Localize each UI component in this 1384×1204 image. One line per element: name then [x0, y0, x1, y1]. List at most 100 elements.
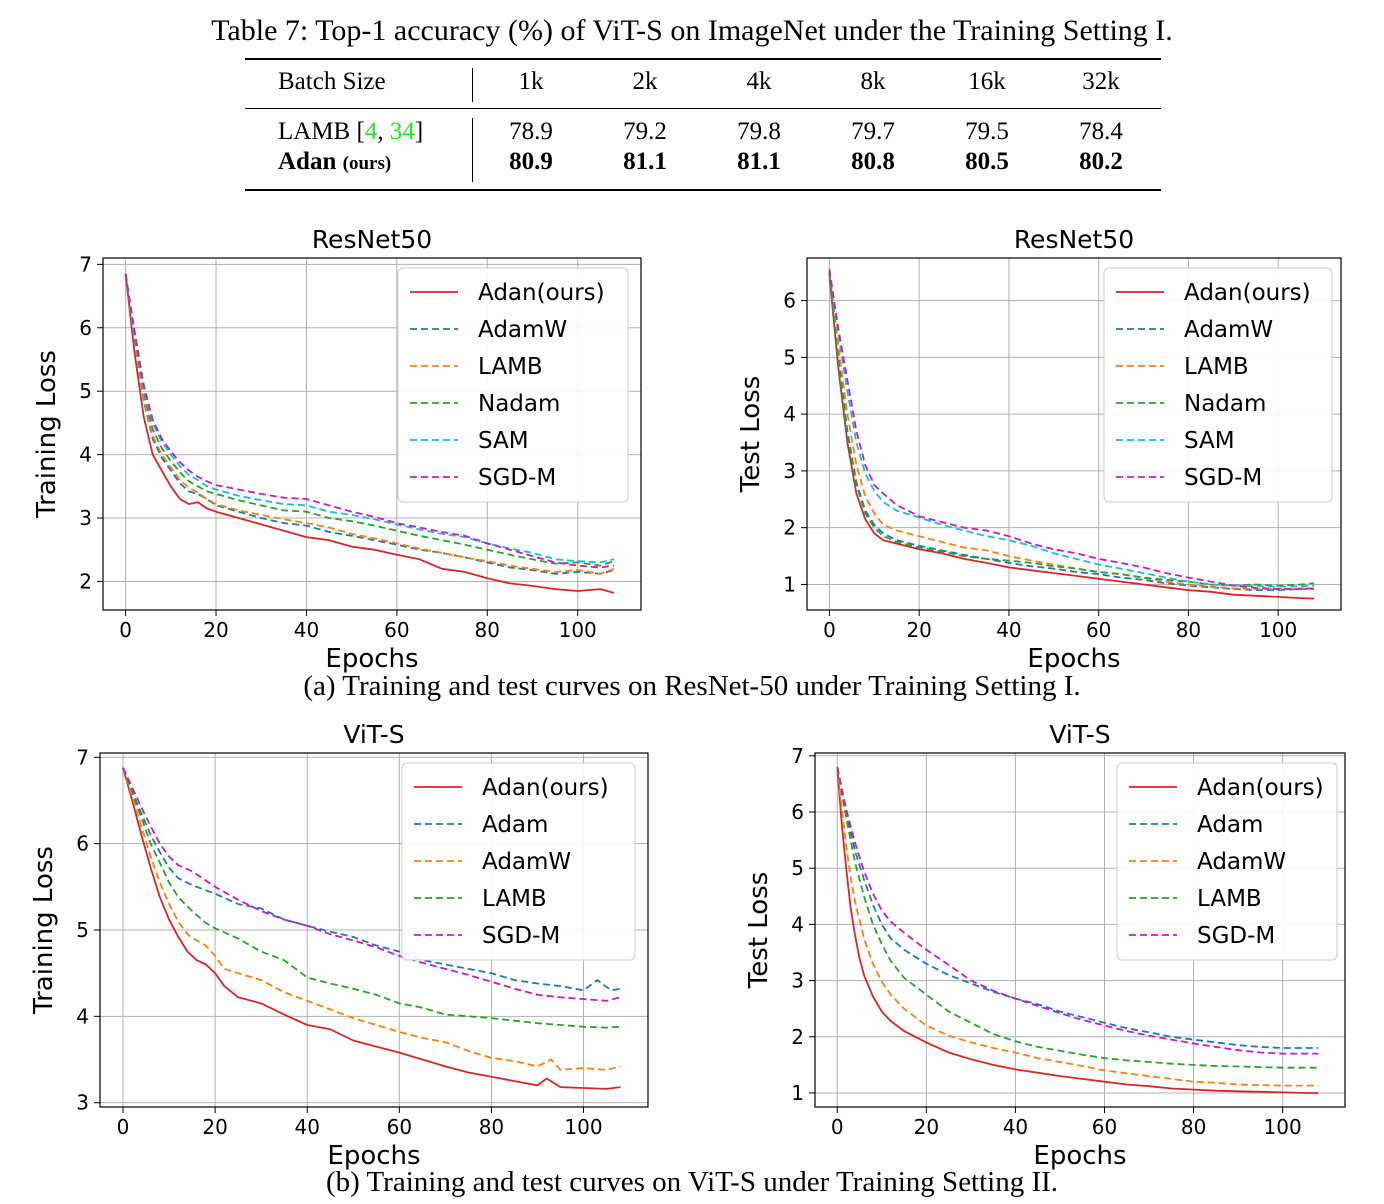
x-tick-label: 40: [294, 618, 319, 642]
table-divider-header: [472, 68, 473, 102]
plot-frame: [806, 257, 1342, 611]
series-line: [124, 273, 615, 575]
y-tick-label: 1: [783, 572, 796, 596]
chart-vit-train: 0 20 40 60 80 100 3 4 5 6 7 ViT-S Epochs Training Los…: [0, 710, 690, 1171]
y-tick-label: 5: [76, 918, 89, 942]
table-cell: 79.5: [965, 118, 1009, 145]
y-tick-label: 3: [79, 506, 92, 530]
chart-title: ViT-S: [1049, 720, 1110, 749]
legend-box: [1116, 762, 1338, 961]
legend-label: Adan(ours): [1197, 775, 1324, 801]
x-tick-label: 40: [295, 1115, 320, 1139]
citation-sep: ,: [377, 118, 390, 145]
table-row-label-adan: Adan (ours): [278, 148, 391, 176]
subfigure-caption-b: (b) Training and test curves on ViT-S un…: [325, 1166, 1059, 1198]
legend-label: Adam: [1197, 812, 1263, 838]
x-tick-label: 60: [384, 618, 409, 642]
y-tick-label: 4: [783, 402, 796, 426]
series-line: [122, 767, 621, 1071]
legend-label: Adan(ours): [1184, 280, 1311, 306]
series-line: [836, 766, 1319, 1087]
y-tick-label: 3: [791, 969, 804, 993]
table-cell: 80.9: [509, 148, 553, 175]
y-axis-label: Training Loss: [29, 846, 59, 1015]
legend-label: Adan(ours): [482, 775, 609, 801]
series-line: [124, 273, 615, 575]
chart-title: ResNet50: [1014, 225, 1134, 254]
y-axis-label: Test Loss: [744, 872, 774, 990]
x-tick-label: 100: [1264, 1115, 1302, 1139]
chart-resnet-test: 0 20 40 60 80 100 1 2 3 4 5 6 ResNet50 Epochs Test Los…: [692, 215, 1382, 674]
series-line: [836, 766, 1319, 1049]
legend-box: [401, 762, 636, 961]
y-tick-label: 4: [76, 1004, 89, 1028]
legend-label: Adam: [482, 812, 548, 838]
series-line: [836, 766, 1319, 1069]
table-cell: 79.8: [737, 118, 781, 145]
chart-svg: 0 20 40 60 80 100 1 2 3 4 5 6 ResNet50 Epochs Test Los…: [736, 225, 1342, 674]
legend-label: LAMB: [478, 354, 543, 380]
table-cell: 79.2: [623, 118, 667, 145]
table-cell: 80.8: [851, 148, 895, 175]
x-axis-label: Epochs: [1033, 1141, 1126, 1171]
x-tick-label: 20: [906, 618, 931, 642]
y-tick-label: 7: [79, 252, 92, 276]
legend-label: SGD-M: [478, 465, 556, 491]
legend-label: SGD-M: [482, 923, 560, 949]
y-tick-label: 2: [783, 516, 796, 540]
table-cell: 81.1: [737, 148, 781, 175]
series-line: [122, 767, 621, 1090]
y-tick-label: 5: [791, 856, 804, 880]
legend-label: SAM: [478, 428, 529, 454]
x-tick-label: 60: [1086, 618, 1111, 642]
y-axis-label: Training Loss: [32, 350, 62, 519]
legend-box: [1103, 267, 1333, 503]
series-line: [828, 269, 1315, 590]
table-col-header: 8k: [860, 68, 886, 95]
subfigure-caption-a: (a) Training and test curves on ResNet-5…: [303, 670, 1081, 702]
legend-label: Adan(ours): [478, 280, 605, 306]
citation-bracket: [: [356, 118, 365, 145]
x-tick-label: 0: [117, 1115, 130, 1139]
table-col-header: 2k: [632, 68, 658, 95]
series-line: [124, 273, 615, 567]
row-suffix: (ours): [342, 153, 392, 174]
citation-link[interactable]: 34: [389, 118, 415, 145]
legend-box: [397, 267, 629, 503]
x-tick-label: 60: [387, 1115, 412, 1139]
y-axis-label: Test Loss: [736, 376, 766, 494]
table-col-header: 32k: [1082, 68, 1120, 95]
table-cell: 81.1: [623, 148, 667, 175]
y-tick-label: 2: [79, 569, 92, 593]
chart-title: ViT-S: [343, 720, 404, 749]
x-tick-label: 0: [831, 1115, 844, 1139]
citation-link[interactable]: 4: [364, 118, 378, 145]
table-cell: 78.4: [1079, 118, 1123, 145]
legend-label: AdamW: [1197, 849, 1286, 875]
x-tick-label: 80: [1181, 1115, 1206, 1139]
legend-label: AdamW: [1184, 317, 1273, 343]
row-name: Adan: [278, 148, 337, 175]
x-tick-label: 80: [479, 1115, 504, 1139]
y-tick-label: 1: [791, 1081, 804, 1105]
x-axis-label: Epochs: [1027, 644, 1120, 674]
plot-frame: [814, 752, 1346, 1108]
legend-label: AdamW: [482, 849, 571, 875]
chart-svg: 0 20 40 60 80 100 3 4 5 6 7 ViT-S Epochs Training Los…: [29, 720, 649, 1171]
legend-label: LAMB: [1197, 886, 1262, 912]
x-axis-label: Epochs: [327, 1141, 420, 1171]
table-row-label-lamb: LAMB [4, 34]: [278, 118, 423, 146]
table-cell: 79.7: [851, 118, 895, 145]
x-tick-label: 100: [1259, 618, 1297, 642]
x-axis-label: Epochs: [325, 644, 418, 674]
series-line: [122, 767, 621, 1002]
legend-label: SGD-M: [1184, 465, 1262, 491]
y-tick-label: 3: [783, 459, 796, 483]
legend-label: AdamW: [478, 317, 567, 343]
legend-label: Nadam: [1184, 391, 1266, 417]
y-tick-label: 6: [791, 800, 804, 824]
y-tick-label: 4: [79, 443, 92, 467]
chart-title: ResNet50: [312, 225, 432, 254]
table-header-label: Batch Size: [278, 68, 386, 95]
table-col-header: 16k: [968, 68, 1006, 95]
